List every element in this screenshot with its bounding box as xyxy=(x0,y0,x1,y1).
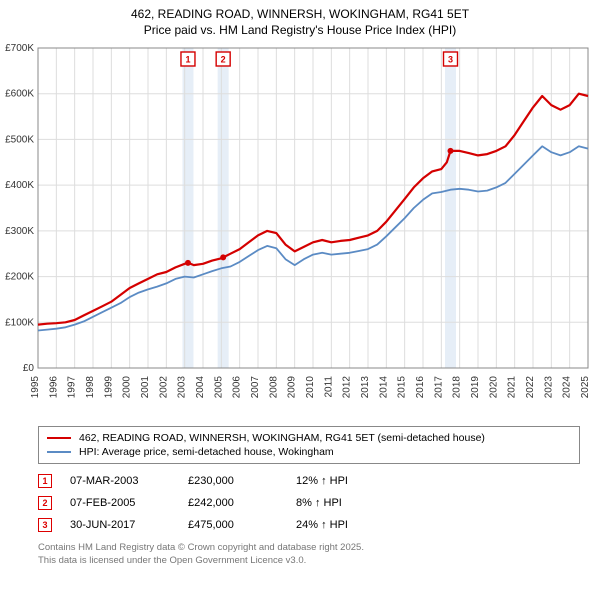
svg-text:2025: 2025 xyxy=(580,376,591,399)
footer: Contains HM Land Registry data © Crown c… xyxy=(38,542,580,567)
svg-text:2004: 2004 xyxy=(195,376,206,399)
svg-text:2022: 2022 xyxy=(525,376,536,399)
tx-date: 07-FEB-2005 xyxy=(70,497,170,509)
svg-text:2021: 2021 xyxy=(507,376,518,399)
svg-text:1996: 1996 xyxy=(48,376,59,399)
svg-text:2: 2 xyxy=(221,55,226,65)
footer-line-2: This data is licensed under the Open Gov… xyxy=(38,555,580,567)
svg-text:£0: £0 xyxy=(23,363,35,374)
chart-area: £0 £100K £200K £300K £400K £500K £600K £700K 199… xyxy=(0,40,600,420)
svg-text:£100K: £100K xyxy=(5,318,34,329)
footer-line-1: Contains HM Land Registry data © Crown c… xyxy=(38,542,580,554)
svg-text:1997: 1997 xyxy=(67,376,78,399)
chart-svg: £0 £100K £200K £300K £400K £500K £600K £700K 199… xyxy=(0,40,600,420)
legend: 462, READING ROAD, WINNERSH, WOKINGHAM, … xyxy=(38,426,580,464)
tx-pct: 24% ↑ HPI xyxy=(296,519,386,531)
svg-text:2001: 2001 xyxy=(140,376,151,399)
svg-text:2023: 2023 xyxy=(543,376,554,399)
marker-badge-1: 1 xyxy=(38,474,52,488)
svg-text:2006: 2006 xyxy=(232,376,243,399)
svg-text:2002: 2002 xyxy=(158,376,169,399)
svg-text:£400K: £400K xyxy=(5,181,34,192)
svg-text:1999: 1999 xyxy=(103,376,114,399)
svg-text:2012: 2012 xyxy=(342,376,353,399)
svg-text:2000: 2000 xyxy=(122,376,133,399)
marker-badge-2: 2 xyxy=(38,496,52,510)
tx-price: £475,000 xyxy=(188,519,278,531)
tx-pct: 8% ↑ HPI xyxy=(296,497,386,509)
svg-text:2024: 2024 xyxy=(562,376,573,399)
title-line-2: Price paid vs. HM Land Registry's House … xyxy=(0,22,600,38)
svg-text:£700K: £700K xyxy=(5,43,34,54)
svg-text:2016: 2016 xyxy=(415,376,426,399)
legend-swatch-2 xyxy=(47,451,71,453)
title-line-1: 462, READING ROAD, WINNERSH, WOKINGHAM, … xyxy=(0,6,600,22)
tx-price: £242,000 xyxy=(188,497,278,509)
svg-text:£500K: £500K xyxy=(5,135,34,146)
svg-text:2009: 2009 xyxy=(287,376,298,399)
svg-text:2005: 2005 xyxy=(213,376,224,399)
tx-date: 30-JUN-2017 xyxy=(70,519,170,531)
svg-text:2018: 2018 xyxy=(452,376,463,399)
chart-container: 462, READING ROAD, WINNERSH, WOKINGHAM, … xyxy=(0,0,600,590)
tx-pct: 12% ↑ HPI xyxy=(296,475,386,487)
svg-text:2007: 2007 xyxy=(250,376,261,399)
svg-text:£300K: £300K xyxy=(5,226,34,237)
table-row: 2 07-FEB-2005 £242,000 8% ↑ HPI xyxy=(38,492,580,514)
svg-text:2013: 2013 xyxy=(360,376,371,399)
svg-text:3: 3 xyxy=(448,55,453,65)
legend-item-1: 462, READING ROAD, WINNERSH, WOKINGHAM, … xyxy=(47,431,571,445)
transaction-table: 1 07-MAR-2003 £230,000 12% ↑ HPI 2 07-FE… xyxy=(38,470,580,536)
legend-label-2: HPI: Average price, semi-detached house,… xyxy=(79,446,334,458)
svg-text:2011: 2011 xyxy=(323,376,334,398)
legend-item-2: HPI: Average price, semi-detached house,… xyxy=(47,445,571,459)
svg-text:£200K: £200K xyxy=(5,272,34,283)
legend-swatch-1 xyxy=(47,437,71,439)
table-row: 3 30-JUN-2017 £475,000 24% ↑ HPI xyxy=(38,514,580,536)
marker-badge-3: 3 xyxy=(38,518,52,532)
svg-text:2020: 2020 xyxy=(488,376,499,399)
svg-text:1998: 1998 xyxy=(85,376,96,399)
svg-text:2010: 2010 xyxy=(305,376,316,399)
svg-text:2017: 2017 xyxy=(433,376,444,399)
tx-date: 07-MAR-2003 xyxy=(70,475,170,487)
svg-text:2003: 2003 xyxy=(177,376,188,399)
svg-text:2015: 2015 xyxy=(397,376,408,399)
svg-text:1995: 1995 xyxy=(30,376,41,399)
title-block: 462, READING ROAD, WINNERSH, WOKINGHAM, … xyxy=(0,0,600,40)
svg-text:1: 1 xyxy=(185,55,190,65)
svg-text:2019: 2019 xyxy=(470,376,481,399)
tx-price: £230,000 xyxy=(188,475,278,487)
svg-text:2008: 2008 xyxy=(268,376,279,399)
legend-label-1: 462, READING ROAD, WINNERSH, WOKINGHAM, … xyxy=(79,432,485,444)
svg-text:£600K: £600K xyxy=(5,89,34,100)
table-row: 1 07-MAR-2003 £230,000 12% ↑ HPI xyxy=(38,470,580,492)
svg-text:2014: 2014 xyxy=(378,376,389,399)
